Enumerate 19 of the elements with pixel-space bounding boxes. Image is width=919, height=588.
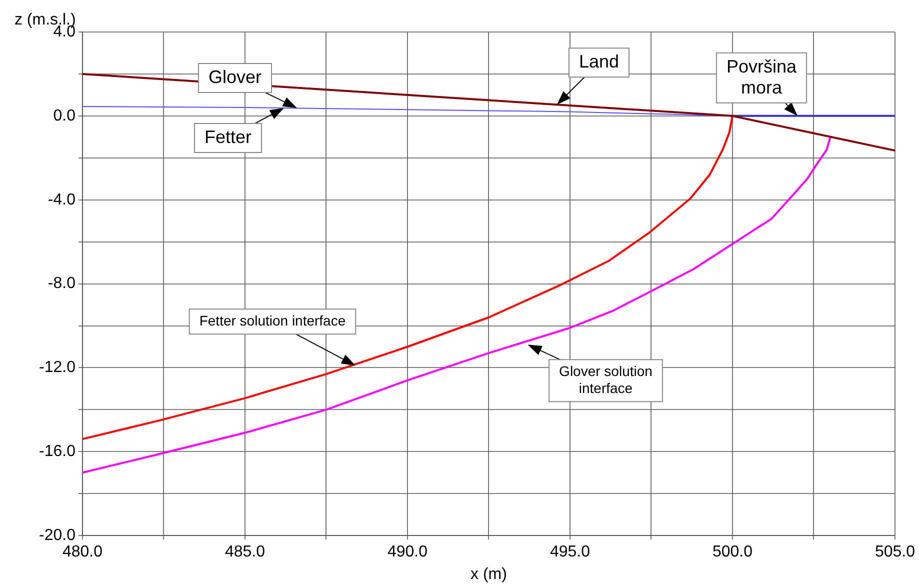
x-tick-label: 495.0 [550, 544, 590, 561]
x-tick-label: 500.0 [712, 544, 753, 561]
annotation: Fetter solution interface [199, 312, 346, 328]
y-tick-label: -8.0 [48, 275, 76, 292]
annotation: Površina mora [726, 56, 798, 98]
y-tick-label: -16.0 [39, 443, 76, 460]
annotation: Glover solution interface [559, 363, 652, 396]
y-tick-label: -12.0 [39, 359, 76, 376]
x-tick-label: 505.0 [874, 544, 916, 561]
annotation: Land [578, 52, 620, 72]
y-tick-label: -4.0 [48, 191, 76, 208]
x-tick-label: 485.0 [224, 544, 266, 561]
y-tick-label: -20.0 [39, 527, 76, 544]
x-tick-label: 490.0 [387, 544, 428, 561]
y-tick-label: 0.0 [53, 107, 76, 124]
annotation: Glover [208, 66, 262, 87]
x-axis-title: x (m) [470, 566, 507, 583]
x-tick-label: 480.0 [62, 544, 103, 561]
annotation: Fetter [204, 126, 252, 147]
